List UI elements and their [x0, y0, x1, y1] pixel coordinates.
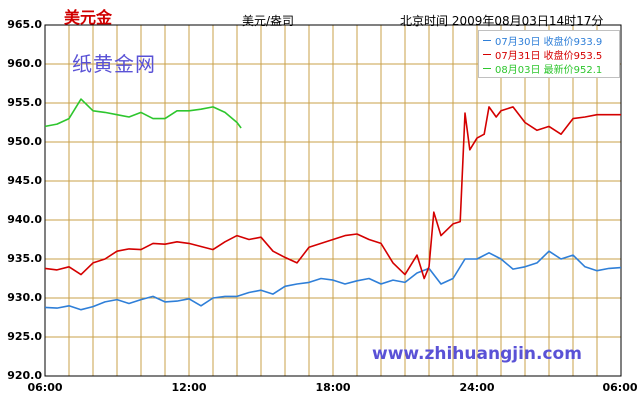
watermark: 纸黄金网: [72, 52, 156, 76]
y-tick-label: 935.0: [7, 252, 42, 265]
legend-item: 07月31日 收盘价953.5: [483, 47, 615, 62]
y-tick-label: 950.0: [7, 135, 42, 148]
y-tick-label: 955.0: [7, 96, 42, 109]
x-tick-label: 12:00: [171, 381, 207, 394]
legend-swatch: [483, 67, 491, 69]
y-tick-label: 960.0: [7, 57, 42, 70]
y-tick-label: 925.0: [7, 330, 42, 343]
y-tick-label: 930.0: [7, 291, 42, 304]
y-tick-label: 920.0: [7, 369, 42, 382]
legend-label: 07月31日 收盘价953.5: [495, 50, 603, 62]
y-tick-label: 945.0: [7, 174, 42, 187]
timestamp: 北京时间 2009年08月03日14时17分: [400, 14, 604, 28]
chart-title: 美元金: [64, 8, 113, 27]
y-tick-label: 940.0: [7, 213, 42, 226]
series-line: [44, 98, 242, 129]
site-url: www.zhihuangjin.com: [372, 344, 582, 364]
legend-item: 08月03日 最新价952.1: [483, 61, 615, 76]
y-tick-label: 965.0: [7, 18, 42, 31]
legend-item: 07月30日 收盘价933.9: [483, 33, 615, 48]
legend-swatch: [483, 39, 491, 41]
legend-swatch: [483, 53, 491, 55]
plot-frame: [44, 24, 622, 377]
x-tick-label: 18:00: [315, 381, 351, 394]
unit-label: 美元/盎司: [242, 14, 295, 28]
x-tick-label: 06:00: [27, 381, 63, 394]
legend-label: 07月30日 收盘价933.9: [495, 36, 603, 48]
series-line: [44, 250, 622, 311]
legend: 07月30日 收盘价933.9 07月31日 收盘价953.5 08月03日 最…: [478, 30, 620, 78]
series-line: [44, 106, 621, 280]
x-tick-label: 24:00: [459, 381, 495, 394]
legend-label: 08月03日 最新价952.1: [495, 64, 603, 76]
x-tick-label: 06:00: [602, 381, 638, 394]
